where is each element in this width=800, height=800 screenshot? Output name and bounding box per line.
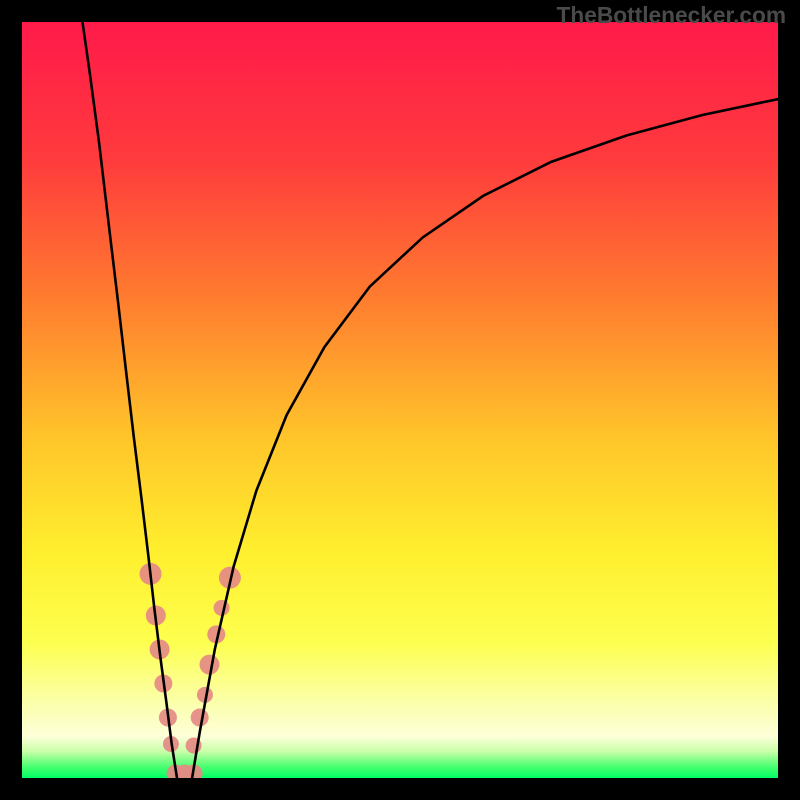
bottleneck-chart: TheBottlenecker.com (0, 0, 800, 800)
chart-background (22, 22, 778, 778)
chart-svg (0, 0, 800, 800)
